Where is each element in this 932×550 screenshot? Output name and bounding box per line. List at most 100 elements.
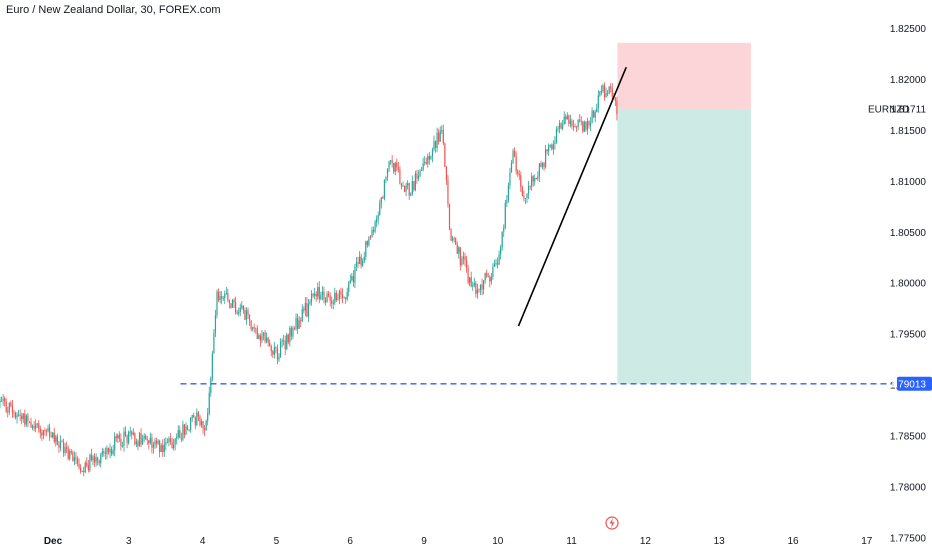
candle-body: [132, 432, 134, 435]
price-tick-label: 1.82500: [890, 24, 927, 35]
candle-body: [383, 179, 385, 199]
candle-body: [357, 262, 359, 264]
candle-body: [455, 238, 457, 245]
candle-body: [86, 462, 88, 466]
candle-body: [520, 175, 522, 188]
candle-body: [283, 340, 285, 341]
candle-body: [11, 405, 13, 413]
candle-body: [422, 163, 424, 170]
candle-body: [214, 315, 217, 333]
candle-body: [131, 431, 133, 435]
candle-body: [293, 328, 296, 329]
candle-body: [579, 119, 581, 121]
candle-body: [169, 438, 172, 442]
candle-body: [134, 432, 136, 445]
candle-body: [448, 203, 451, 230]
candle-body: [614, 98, 616, 101]
candle-body: [0, 400, 1, 403]
candle-body: [464, 256, 466, 261]
candle-body: [211, 353, 213, 379]
candle-body: [188, 429, 190, 431]
candle-body: [321, 291, 323, 295]
candle-body: [352, 276, 354, 283]
candle-body: [469, 277, 471, 283]
candle-body: [582, 121, 584, 132]
candle-body: [607, 93, 609, 94]
candle-body: [540, 163, 542, 168]
candle-body: [186, 426, 189, 430]
candle-body: [385, 176, 387, 180]
candle-body: [410, 194, 412, 196]
date-axis: Dec 3 4 5 6 9 10 11 12 13 16 17: [44, 536, 873, 547]
price-tick-label: 1.78500: [890, 432, 927, 443]
candle-body: [152, 444, 155, 448]
candle-body: [402, 185, 404, 187]
candle-body: [289, 327, 291, 343]
overlays: [180, 66, 893, 385]
candle-body: [317, 287, 319, 297]
candle-body: [19, 414, 21, 417]
candle-body: [369, 236, 372, 238]
candle-body: [30, 421, 32, 428]
candle-body: [492, 266, 494, 277]
candle-body: [266, 337, 268, 342]
candle-body: [427, 155, 429, 164]
take-profit-zone[interactable]: [617, 108, 751, 384]
event-marker[interactable]: [605, 516, 619, 530]
candle-body: [337, 298, 339, 300]
candle-body: [407, 183, 409, 186]
candle-body: [569, 120, 571, 124]
candle-body: [574, 126, 576, 127]
candle-body: [295, 317, 297, 329]
candle-body: [548, 145, 550, 152]
candle-body: [221, 296, 223, 299]
candle-body: [59, 441, 62, 448]
candle-body: [424, 162, 426, 164]
candle-body: [399, 169, 401, 184]
trendline[interactable]: [517, 66, 627, 327]
candle-body: [484, 273, 486, 281]
candle-body: [252, 327, 254, 330]
candle-body: [498, 254, 500, 265]
candle-body: [558, 123, 561, 129]
candle-body: [118, 435, 120, 439]
candle-body: [334, 292, 336, 304]
candle-body: [501, 231, 503, 248]
candle-body: [417, 176, 420, 179]
candle-body: [275, 347, 277, 349]
candle-body: [290, 327, 292, 337]
candle-body: [456, 244, 458, 254]
candle-body: [70, 451, 72, 453]
candle-body: [329, 295, 331, 301]
candle-body: [403, 185, 406, 192]
candle-body: [503, 227, 505, 232]
candle-body: [565, 116, 567, 120]
candle-body: [200, 421, 203, 426]
candle-body: [414, 173, 416, 191]
candle-body: [114, 436, 116, 451]
candle-body: [13, 412, 15, 414]
candle-body: [297, 317, 299, 329]
candle-body: [165, 442, 167, 445]
candle-body: [431, 149, 434, 157]
candle-body: [225, 292, 227, 295]
stop-loss-zone[interactable]: [617, 42, 751, 109]
candle-body: [239, 307, 241, 312]
candle-body: [148, 440, 150, 444]
candle-body: [515, 156, 517, 172]
candle-body: [202, 421, 204, 429]
candle-body: [572, 125, 575, 127]
candle-body: [35, 424, 37, 429]
last-price-label: 1.81711: [891, 104, 927, 115]
candle-body: [534, 178, 536, 182]
candle-body: [18, 414, 20, 416]
candle-body: [586, 120, 589, 130]
date-tick-label: 13: [714, 536, 726, 547]
candle-body: [476, 289, 478, 294]
candle-body: [107, 447, 110, 453]
candle-body: [521, 187, 523, 196]
candle-body: [166, 442, 168, 444]
candle-body: [493, 263, 496, 267]
candle-body: [53, 432, 55, 442]
